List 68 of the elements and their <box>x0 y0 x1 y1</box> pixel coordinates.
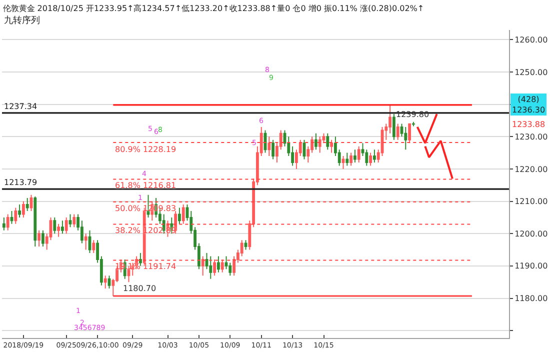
ref-line-label: 19.1% 1191.74 <box>115 262 176 271</box>
candlestick <box>357 146 360 164</box>
candlestick <box>72 214 76 228</box>
candlestick <box>268 136 271 157</box>
candlestick <box>213 258 216 276</box>
y-tick-label: 1230.00 <box>514 132 548 142</box>
candlestick <box>220 258 224 273</box>
candlestick <box>182 204 185 224</box>
line-series <box>424 140 454 180</box>
candlestick <box>108 275 111 290</box>
candlestick <box>346 152 349 166</box>
candlestick <box>64 216 68 234</box>
candlestick <box>326 132 330 150</box>
candlestick <box>372 149 376 164</box>
candlestick <box>10 210 14 224</box>
candlestick <box>92 240 96 254</box>
candlestick <box>201 256 204 276</box>
candlestick <box>314 132 318 150</box>
candlestick <box>60 220 64 234</box>
ref-line-label: 61.8% 1216.81 <box>115 181 176 190</box>
candlestick <box>209 256 212 280</box>
candlestick <box>53 216 56 234</box>
candlestick <box>350 152 353 166</box>
candlestick <box>392 114 396 140</box>
candlestick <box>216 256 220 273</box>
candlestick <box>6 214 10 231</box>
candlestick <box>104 275 107 290</box>
candlestick <box>244 240 248 250</box>
y-tick-label: 1190.00 <box>514 262 548 271</box>
candlestick <box>84 233 88 250</box>
candlestick <box>41 230 44 248</box>
y-tick-label: 1220.00 <box>514 164 548 174</box>
candlestick <box>178 207 181 224</box>
text: 1233.88 <box>512 120 546 129</box>
ref-line-label: 80.9% 1228.19 <box>115 145 176 154</box>
y-tick-label: 1180.00 <box>514 294 548 304</box>
candlestick <box>342 156 345 170</box>
chart-title: 伦敦黄金 2018/10/25 开1233.95↑高1234.57↑低1233.20↑收1233.88↑量0 仓0 增0 振0.11% 涨(0.28)0.02%↑ <box>2 4 424 13</box>
candlestick <box>404 126 408 150</box>
candlestick <box>30 194 33 212</box>
candlestick <box>34 196 37 248</box>
ref-line-label: 1213.79 <box>4 178 38 187</box>
chart-subtitle: 九转序列 <box>4 15 40 26</box>
candlestick <box>22 200 25 218</box>
candlestick <box>2 216 6 231</box>
candlestick <box>396 123 400 140</box>
candlestick <box>14 207 18 224</box>
candlestick <box>68 214 72 228</box>
candlestick <box>38 230 41 248</box>
candlestick <box>302 139 306 160</box>
y-tick-label: 1250.00 <box>514 68 548 77</box>
y-tick-label: 1200.00 <box>514 229 548 238</box>
candlestick <box>18 204 22 218</box>
ref-line-label: 1237.34 <box>4 102 38 111</box>
candlestick <box>88 230 92 254</box>
candlestick <box>318 136 322 154</box>
candlestick <box>369 152 372 166</box>
candlestick <box>330 139 334 154</box>
ref-line-label: 1180.70 <box>123 284 156 293</box>
y-tick-label: 1210.00 <box>514 197 548 206</box>
candlestick <box>408 123 412 144</box>
candlestick <box>26 198 29 212</box>
candlestick <box>57 223 60 238</box>
candlestick <box>412 121 415 127</box>
candlestick <box>353 149 356 164</box>
candlestick <box>272 139 275 160</box>
text: (428) 1236.30 <box>512 95 546 114</box>
y-tick-label: 1260.00 <box>514 36 548 44</box>
